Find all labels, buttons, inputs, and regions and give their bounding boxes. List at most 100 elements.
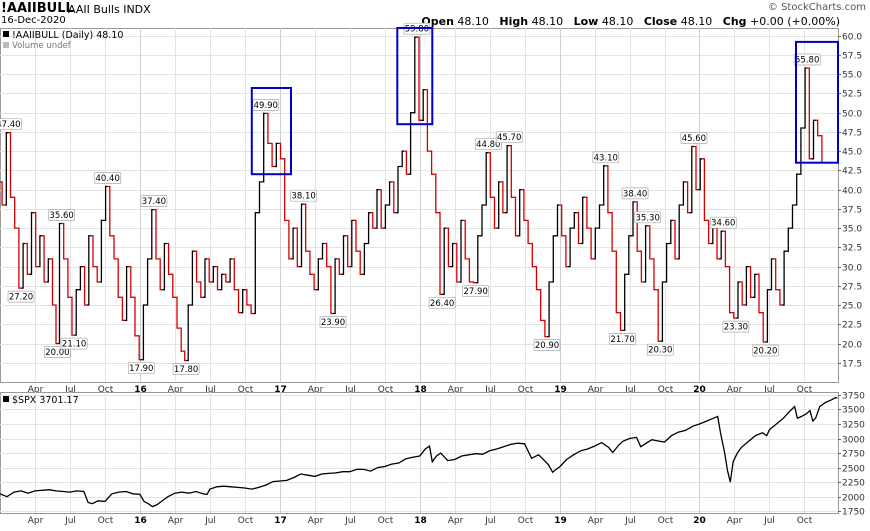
bulls-series-segment: [179, 327, 184, 352]
bulls-legend-swatch: [3, 31, 9, 37]
bulls-series-segment: [442, 227, 447, 295]
bulls-ytick-label: 42.5: [842, 167, 862, 177]
bulls-series-segment: [685, 181, 690, 214]
bulls-series-segment: [526, 219, 531, 245]
spx-xtick-label: Jul: [344, 516, 356, 526]
bulls-series-segment: [777, 289, 782, 306]
bulls-series-segment: [568, 227, 573, 268]
bulls-series-segment: [643, 225, 648, 283]
spx-ytick-label: 3250: [842, 421, 865, 431]
spx-xtick-label: Apr: [448, 516, 464, 526]
bulls-series-segment: [429, 150, 434, 175]
bulls-series-segment: [706, 219, 711, 245]
bulls-xtick-label: Oct: [98, 385, 114, 395]
bulls-series-segment: [723, 230, 728, 268]
spx-legend-swatch: [3, 396, 9, 402]
bulls-series-segment: [765, 289, 770, 343]
bulls-series-segment: [580, 196, 585, 245]
bulls-series-segment: [320, 242, 325, 260]
bulls-series-segment: [421, 88, 426, 121]
bulls-series-segment: [137, 335, 142, 361]
bulls-series-segment: [21, 242, 26, 289]
bulls-series-segment: [244, 289, 249, 306]
bulls-series-segment: [198, 281, 203, 298]
bulls-series-segment: [479, 204, 485, 237]
bulls-data-label-box: [634, 211, 662, 224]
bulls-series-segment: [69, 296, 75, 336]
symbol-name: AAII Bulls INDX: [68, 3, 151, 16]
bulls-series-segment: [660, 281, 665, 342]
bulls-data-label: 20.30: [648, 346, 672, 356]
spx-xtick-label: Apr: [588, 516, 604, 526]
bulls-xtick-label: Jul: [204, 385, 216, 395]
spx-xtick-label: 19: [554, 516, 567, 526]
bulls-series-segment: [563, 235, 568, 268]
spx-ytick-label: 3000: [842, 436, 865, 446]
bulls-series-segment: [202, 258, 208, 298]
bulls-xtick-label: 19: [554, 385, 567, 395]
bulls-ytick-label: 45.0: [842, 148, 862, 158]
bulls-xtick-label: Oct: [518, 385, 534, 395]
bulls-series-segment: [141, 304, 146, 361]
bulls-ytick-label: 37.5: [842, 206, 862, 216]
bulls-data-label: 27.90: [464, 287, 488, 297]
bulls-series-segment: [25, 242, 30, 275]
bulls-ytick-label: 22.5: [842, 321, 862, 331]
bulls-series-segment: [534, 265, 539, 291]
bulls-data-label-box: [709, 216, 737, 229]
bulls-ytick-label: 35.0: [842, 225, 862, 235]
bulls-series-segment: [647, 225, 652, 260]
bulls-data-label: 55.80: [795, 56, 819, 66]
bulls-ytick-label: 60.0: [842, 33, 862, 43]
bulls-series-segment: [500, 181, 505, 214]
bulls-series-segment: [274, 142, 279, 168]
bulls-data-label-box: [94, 172, 122, 184]
bulls-series-segment: [303, 203, 308, 252]
bulls-series-segment: [358, 250, 363, 275]
bulls-xtick-label: Jul: [763, 385, 775, 395]
bulls-series-segment: [630, 201, 636, 237]
spx-xtick-label: 16: [134, 516, 147, 526]
bulls-ytick-label: 17.5: [842, 360, 862, 370]
aaii-bulls-panel: 17.5 20.0 22.5 25.0 27.5 30.0 32.5 35.0 37.5 40.0…: [0, 22, 862, 395]
spx-xtick-label: Apr: [727, 516, 743, 526]
bulls-series-segment: [395, 165, 401, 214]
bulls-data-label-box: [7, 290, 35, 303]
bulls-series-segment: [341, 235, 346, 275]
bulls-series-segment: [95, 265, 100, 283]
bulls-series-segment: [190, 250, 195, 306]
symbol-title: !AAIIBULL: [1, 1, 74, 16]
spx-ytick-label: 1750: [842, 508, 865, 518]
bulls-series-segment: [450, 242, 455, 268]
bulls-xtick-label: Oct: [658, 385, 674, 395]
bulls-data-label-box: [252, 99, 280, 111]
bulls-series-segment: [328, 265, 333, 315]
spx-xtick-label: Oct: [797, 516, 813, 526]
low-value: 48.10: [601, 15, 634, 28]
bulls-series-segment: [790, 204, 795, 229]
bulls-data-label-box: [428, 296, 456, 309]
bulls-series-segment: [37, 235, 42, 268]
bulls-series-segment: [240, 289, 245, 314]
bulls-xtick-label: Apr: [168, 385, 184, 395]
bulls-series-segment: [362, 242, 367, 275]
bulls-data-label: 34.60: [711, 219, 735, 229]
bulls-data-label: 59.80: [405, 25, 429, 35]
bulls-data-label: 20.90: [535, 341, 559, 351]
bulls-series-segment: [689, 145, 694, 214]
bulls-series-segment: [677, 204, 682, 260]
bulls-series-segment: [639, 250, 644, 283]
bulls-series-segment: [286, 219, 291, 260]
bulls-series-segment: [333, 258, 338, 315]
bulls-series-segment: [626, 235, 631, 275]
bulls-xtick-label: Apr: [28, 385, 44, 395]
bulls-legend: !AAIIBULL (Daily) 48.10: [12, 30, 123, 41]
bulls-series-segment: [693, 145, 699, 191]
bulls-series-segment: [664, 242, 669, 283]
bulls-series-segment: [752, 273, 757, 298]
bulls-data-label: 17.90: [129, 364, 153, 374]
bulls-series-segment: [295, 227, 300, 268]
bulls-series-segment: [416, 36, 422, 121]
bulls-series-segment: [748, 265, 753, 298]
bulls-series-segment: [475, 235, 480, 284]
